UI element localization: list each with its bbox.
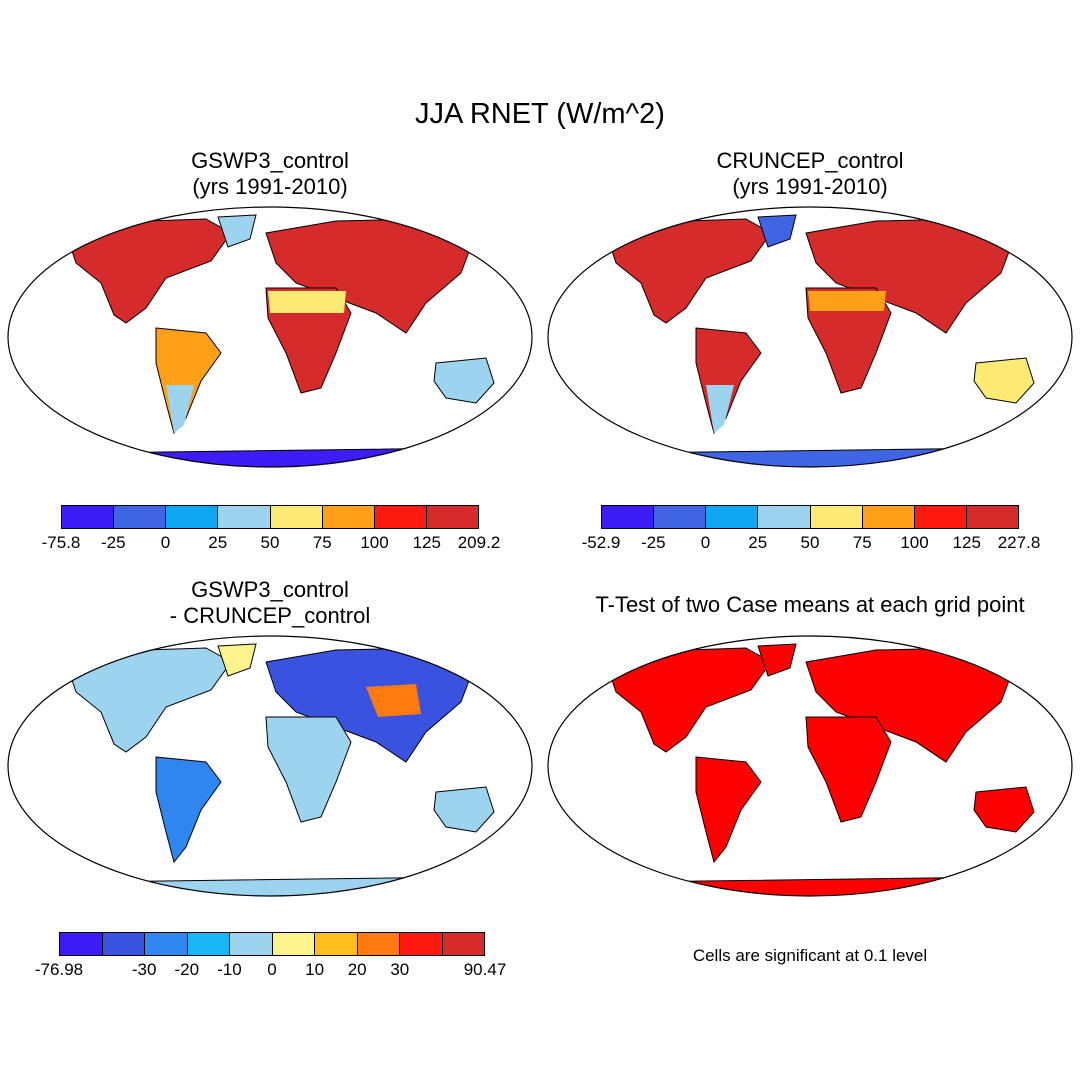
land-south-america — [695, 327, 762, 435]
colorbar-swatch — [322, 506, 375, 528]
map-border — [7, 206, 533, 468]
colorbar-tick-label: -52.9 — [581, 533, 621, 552]
land-greenland — [757, 643, 797, 677]
land-greenland — [217, 214, 257, 248]
colorbar-diff — [59, 932, 485, 956]
land-sahara — [808, 291, 886, 311]
colorbar-labels-gswp3: -75.8 -25 0 25 50 75 100 125 209.2 — [42, 533, 501, 555]
colorbar-tick-label: 30 — [390, 960, 410, 979]
colorbar-swatch — [810, 506, 863, 528]
map-border — [547, 635, 1073, 897]
colorbar-swatch — [914, 506, 967, 528]
colorbar-tick-label: 75 — [312, 533, 332, 552]
colorbar-tick-label: -20 — [174, 960, 200, 979]
land-south-america-south — [706, 385, 734, 433]
colorbar-tick-label: 0 — [700, 533, 711, 552]
colorbar-swatch — [62, 506, 115, 528]
land-south-america — [155, 756, 222, 864]
colorbar-tick-label: 50 — [260, 533, 280, 552]
colorbar-swatch — [102, 933, 145, 955]
colorbar-tick-label: -75.8 — [41, 533, 81, 552]
panel-title-gswp3: GSWP3_control (yrs 1991-2010) — [191, 148, 349, 199]
colorbar-swatch — [862, 506, 915, 528]
colorbar-swatch — [400, 933, 443, 955]
land-north-america — [65, 218, 232, 324]
colorbar-tick-label: 25 — [748, 533, 768, 552]
colorbar-swatch — [602, 506, 655, 528]
colorbar-swatch — [272, 933, 315, 955]
colorbar-tick-label: 25 — [208, 533, 228, 552]
land-asia-positive — [366, 684, 421, 717]
colorbar-tick-label: 100 — [360, 533, 389, 552]
land-greenland — [757, 214, 797, 248]
colorbar-tick-label: 125 — [952, 533, 981, 552]
colorbar-swatch — [426, 506, 478, 528]
land-africa — [805, 716, 892, 823]
land-south-america — [695, 756, 762, 864]
colorbar-swatch — [966, 506, 1018, 528]
land-australia — [973, 786, 1035, 833]
colorbar-swatch — [357, 933, 400, 955]
panel-title-ttest: T-Test of two Case means at each grid po… — [595, 592, 1025, 617]
map-cruncep — [547, 206, 1073, 468]
colorbar-swatch — [758, 506, 811, 528]
colorbar-tick-label: 100 — [900, 533, 929, 552]
colorbar-tick-label: 90.47 — [463, 960, 507, 979]
land-south-america-south — [166, 385, 194, 433]
land-australia — [973, 357, 1035, 404]
land-south-america — [155, 327, 222, 435]
colorbar-swatch — [187, 933, 230, 955]
map-gswp3 — [7, 206, 533, 468]
colorbar-tick-label: -25 — [100, 533, 126, 552]
map-diff — [7, 635, 533, 897]
panel-title-cruncep: CRUNCEP_control (yrs 1991-2010) — [716, 148, 904, 199]
colorbar-tick-label: 209.2 — [457, 533, 501, 552]
panel-title-diff: GSWP3_control - CRUNCEP_control — [169, 577, 371, 628]
land-sahara — [268, 291, 346, 313]
colorbar-tick-label: 125 — [412, 533, 441, 552]
colorbar-swatch — [706, 506, 759, 528]
colorbar-labels-diff: -76.98 -30 -20 -10 0 10 20 30 90.47 — [35, 960, 506, 982]
colorbar-tick-label: -76.98 — [34, 960, 84, 979]
colorbar-tick-label: -30 — [131, 960, 157, 979]
land-greenland — [217, 643, 257, 677]
land-australia — [433, 786, 495, 833]
colorbar-swatch — [374, 506, 427, 528]
colorbar-swatch — [654, 506, 707, 528]
colorbar-cruncep — [601, 505, 1019, 529]
land-africa — [265, 716, 352, 823]
colorbar-tick-label: -10 — [217, 960, 242, 979]
colorbar-labels-cruncep: -52.9 -25 0 25 50 75 100 125 227.8 — [582, 533, 1041, 555]
colorbar-tick-label: 50 — [800, 533, 820, 552]
colorbar-tick-label: 0 — [267, 960, 277, 979]
land-australia — [433, 357, 495, 404]
colorbar-tick-label: -25 — [640, 533, 666, 552]
colorbar-swatch — [114, 506, 167, 528]
land-north-america — [605, 218, 772, 324]
colorbar-tick-label: 20 — [347, 960, 367, 979]
significance-note: Cells are significant at 0.1 level — [692, 946, 928, 965]
map-ttest — [547, 635, 1073, 897]
land-north-america — [65, 647, 232, 753]
figure-title: JJA RNET (W/m^2) — [415, 98, 665, 130]
map-border — [547, 206, 1073, 468]
colorbar-tick-label: 227.8 — [997, 533, 1041, 552]
colorbar-swatch — [315, 933, 358, 955]
land-north-america — [605, 647, 772, 753]
colorbar-gswp3 — [61, 505, 479, 529]
colorbar-tick-label: 10 — [305, 960, 325, 979]
colorbar-swatch — [442, 933, 484, 955]
map-border — [7, 635, 533, 897]
colorbar-tick-label: 0 — [160, 533, 171, 552]
colorbar-swatch — [60, 933, 103, 955]
colorbar-swatch — [270, 506, 323, 528]
colorbar-swatch — [218, 506, 271, 528]
colorbar-swatch — [166, 506, 219, 528]
colorbar-swatch — [230, 933, 273, 955]
colorbar-tick-label: 75 — [852, 533, 872, 552]
colorbar-swatch — [145, 933, 188, 955]
